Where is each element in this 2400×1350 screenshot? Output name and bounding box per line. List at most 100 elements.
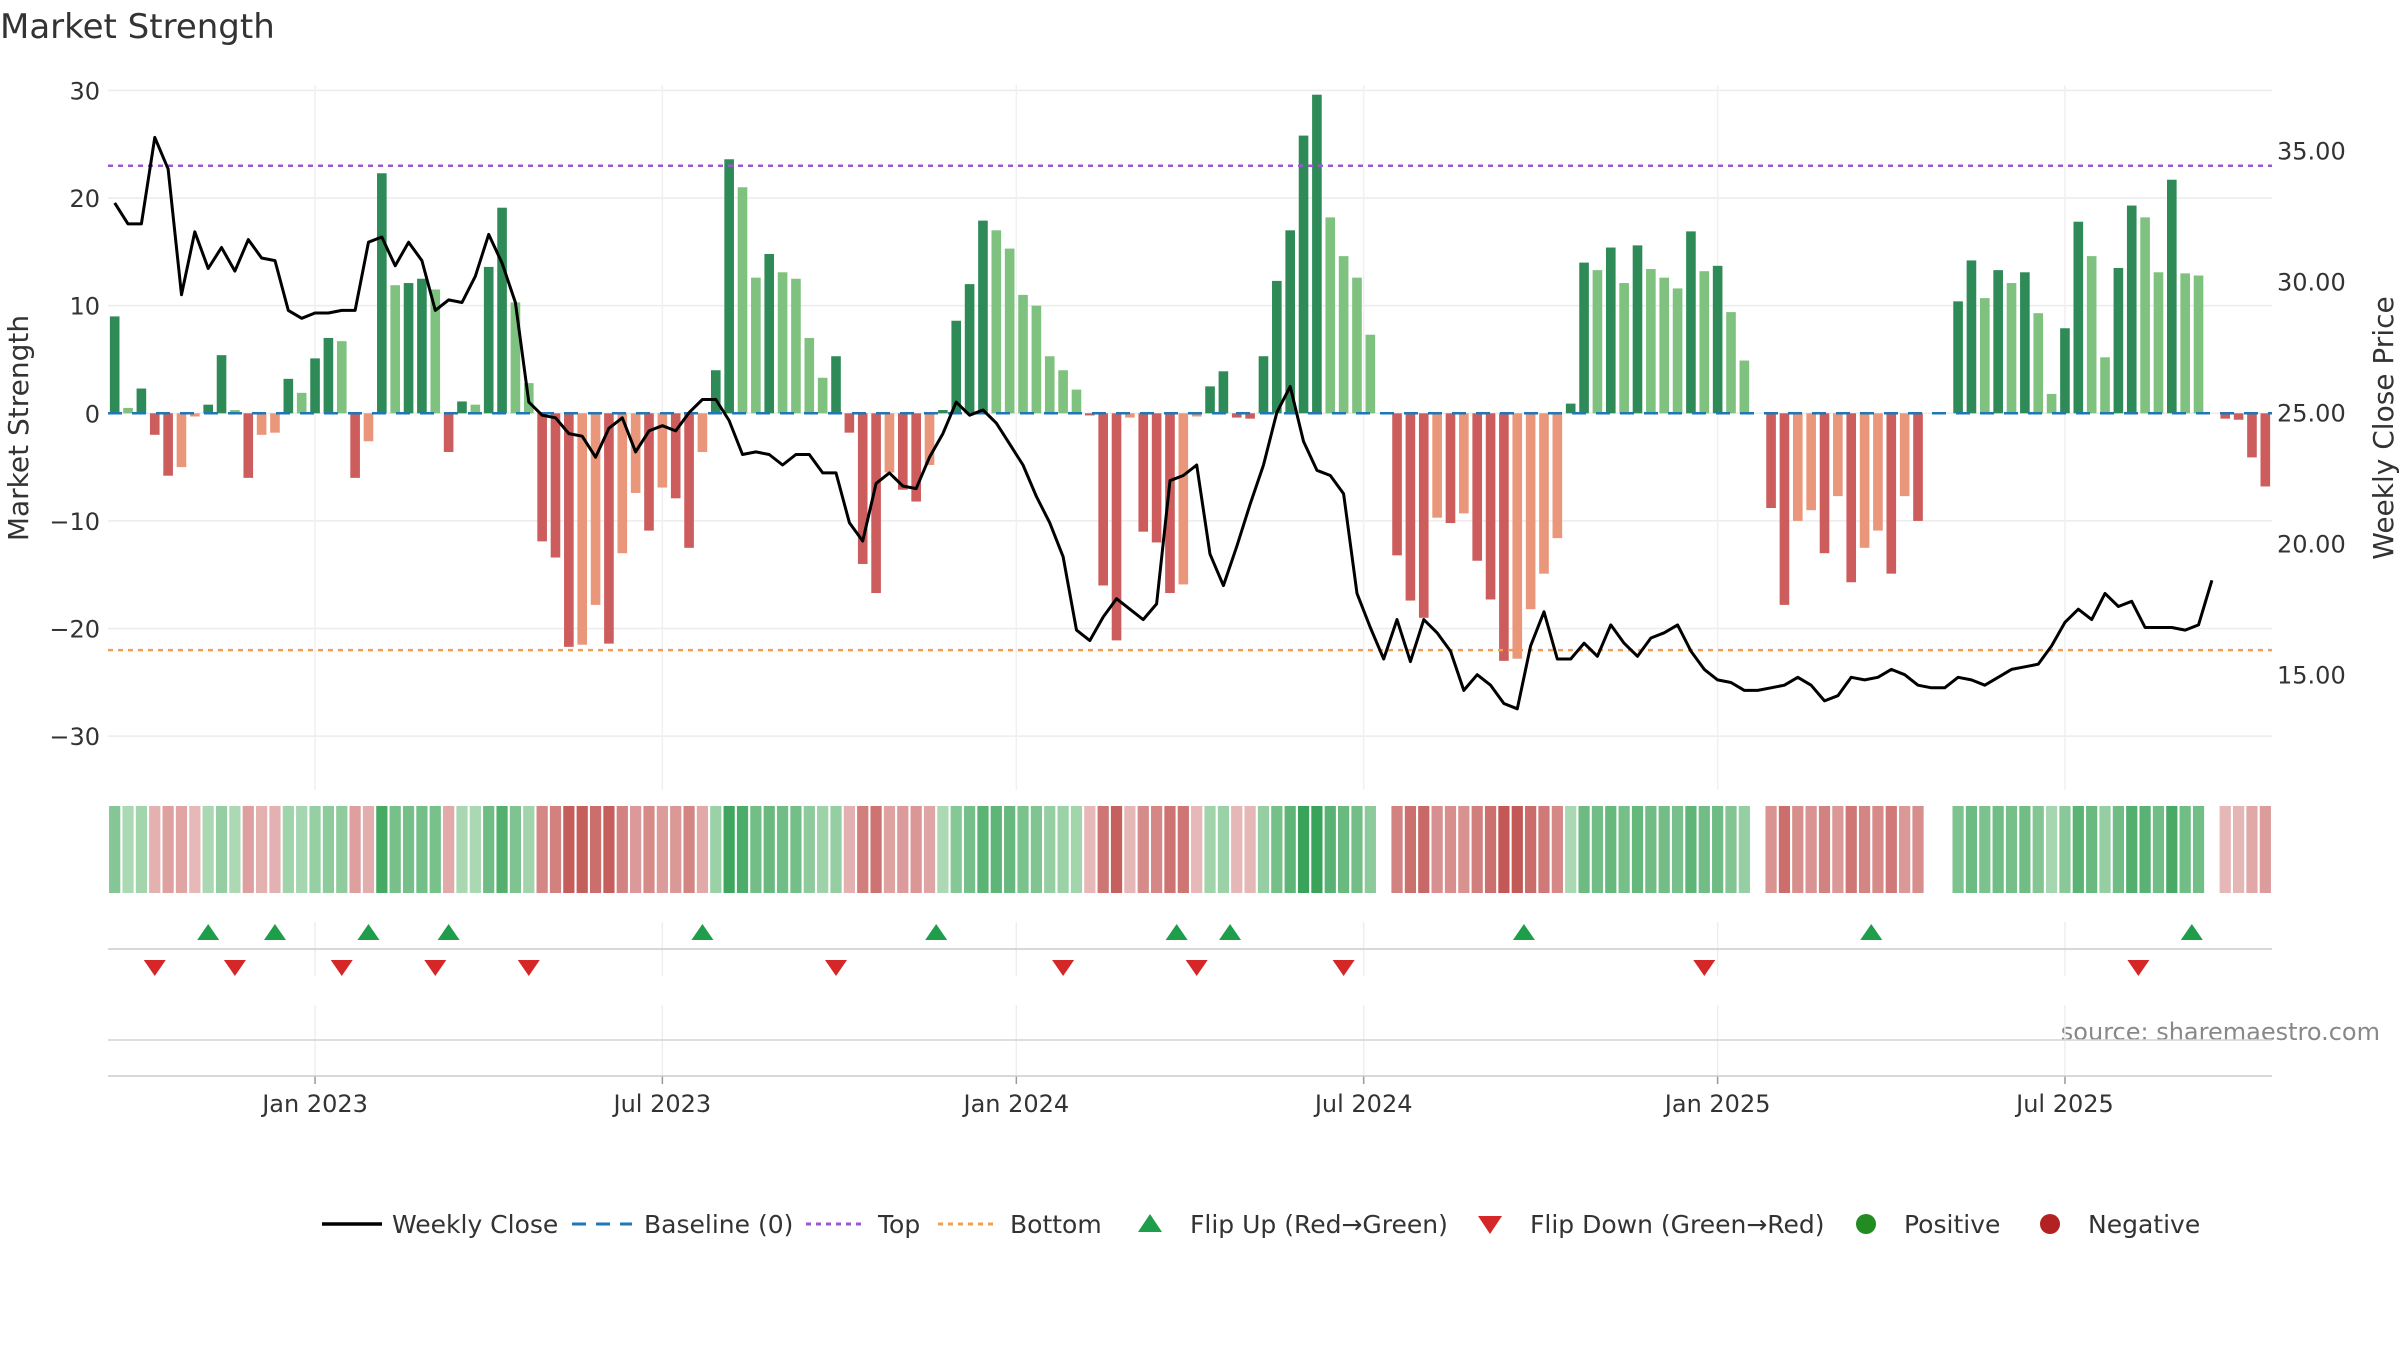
left-tick-label: 20 — [69, 185, 100, 213]
heat-cell — [296, 806, 307, 893]
heat-cell — [390, 806, 401, 893]
strength-bar — [2127, 206, 2137, 414]
flip-up-marker — [357, 924, 379, 940]
flip-up-marker — [691, 924, 713, 940]
right-tick-label: 30.00 — [2277, 269, 2346, 297]
strength-bar — [444, 413, 454, 452]
heat-cell — [122, 806, 133, 893]
heat-cell — [1498, 806, 1509, 893]
heat-cell — [643, 806, 654, 893]
heat-cell — [243, 806, 254, 893]
heat-cell — [470, 806, 481, 893]
flip-up-marker — [1166, 924, 1188, 940]
flip-down-marker — [2127, 960, 2149, 976]
heat-cell — [1458, 806, 1469, 893]
close-price-series — [115, 137, 2212, 708]
strength-bar — [1366, 335, 1376, 414]
flip-up-marker — [197, 924, 219, 940]
flip-up-marker — [2181, 924, 2203, 940]
strength-bar — [350, 413, 360, 478]
strength-bar — [1205, 386, 1215, 413]
strength-bar — [1272, 281, 1282, 413]
heat-cell — [336, 806, 347, 893]
flip-up-marker — [1860, 924, 1882, 940]
heat-cell — [884, 806, 895, 893]
strength-bar — [764, 254, 774, 413]
strength-bar — [1406, 413, 1416, 600]
heat-cell — [991, 806, 1002, 893]
heat-cell — [1739, 806, 1750, 893]
strength-bar — [1259, 356, 1269, 413]
heat-cell — [1712, 806, 1723, 893]
weekly-close-line — [115, 137, 2212, 708]
market-strength-chart: Market Strength Market Strength Weekly C… — [0, 0, 2400, 1350]
heat-cell — [1164, 806, 1175, 893]
strength-bar — [898, 413, 908, 489]
strength-bar — [551, 413, 561, 557]
heat-cell — [2073, 806, 2084, 893]
flip-down-marker — [825, 960, 847, 976]
strength-bar — [1432, 413, 1442, 517]
strength-bar — [123, 408, 133, 413]
strength-bar — [791, 279, 801, 414]
heat-cell — [1258, 806, 1269, 893]
flip-down-marker — [1333, 960, 1355, 976]
heat-cell — [2153, 806, 2164, 893]
strength-bar — [818, 378, 828, 414]
strength-bar — [417, 279, 427, 414]
heat-cell — [163, 806, 174, 893]
chart-canvas: Market Strength Market Strength Weekly C… — [0, 0, 2400, 1350]
heat-cell — [483, 806, 494, 893]
heat-cell — [1538, 806, 1549, 893]
strength-bar — [684, 413, 694, 548]
legend-label: Bottom — [1010, 1210, 1102, 1239]
left-tick-label: 10 — [69, 293, 100, 321]
heat-cell — [350, 806, 361, 893]
strength-bar — [1980, 298, 1990, 413]
heat-cell — [1699, 806, 1710, 893]
heat-cell — [1285, 806, 1296, 893]
strength-bar — [243, 413, 253, 478]
heat-cell — [1311, 806, 1322, 893]
flip-down-marker — [1186, 960, 1208, 976]
legend-negative-swatch — [2040, 1214, 2060, 1234]
strength-bar — [2020, 272, 2030, 413]
heat-cell — [1645, 806, 1656, 893]
heat-cell — [804, 806, 815, 893]
heat-cell — [1979, 806, 1990, 893]
strength-bar — [938, 410, 948, 413]
strength-bar — [1138, 413, 1148, 531]
strength-bar — [2234, 413, 2244, 419]
heat-cell — [1806, 806, 1817, 893]
strength-bar — [203, 405, 213, 414]
heat-cell — [510, 806, 521, 893]
strength-bar — [2167, 180, 2177, 414]
strength-bar — [377, 173, 387, 413]
heat-cell — [964, 806, 975, 893]
strength-bar — [1339, 256, 1349, 413]
heat-cell — [283, 806, 294, 893]
heat-cell — [1044, 806, 1055, 893]
right-axis-title: Weekly Close Price — [2367, 296, 2400, 559]
strength-bar — [965, 284, 975, 413]
strength-bar — [1566, 404, 1576, 414]
heat-cell — [2220, 806, 2231, 893]
strength-bar — [1486, 413, 1496, 599]
strength-bar — [1312, 95, 1322, 414]
heat-cell — [1512, 806, 1523, 893]
strength-bar — [1673, 288, 1683, 413]
heat-cell — [1792, 806, 1803, 893]
heat-cell — [376, 806, 387, 893]
strength-bar — [2060, 328, 2070, 413]
heat-cell — [777, 806, 788, 893]
heat-cell — [2180, 806, 2191, 893]
strength-bar — [1112, 413, 1122, 640]
heat-cell — [897, 806, 908, 893]
strength-bar — [1526, 413, 1536, 609]
x-tick-label: Jul 2024 — [1313, 1090, 1413, 1118]
heat-cell — [670, 806, 681, 893]
flip-down-marker — [1052, 960, 1074, 976]
strength-bar — [2194, 276, 2204, 414]
heat-cell — [1057, 806, 1068, 893]
strength-bar — [1873, 413, 1883, 530]
